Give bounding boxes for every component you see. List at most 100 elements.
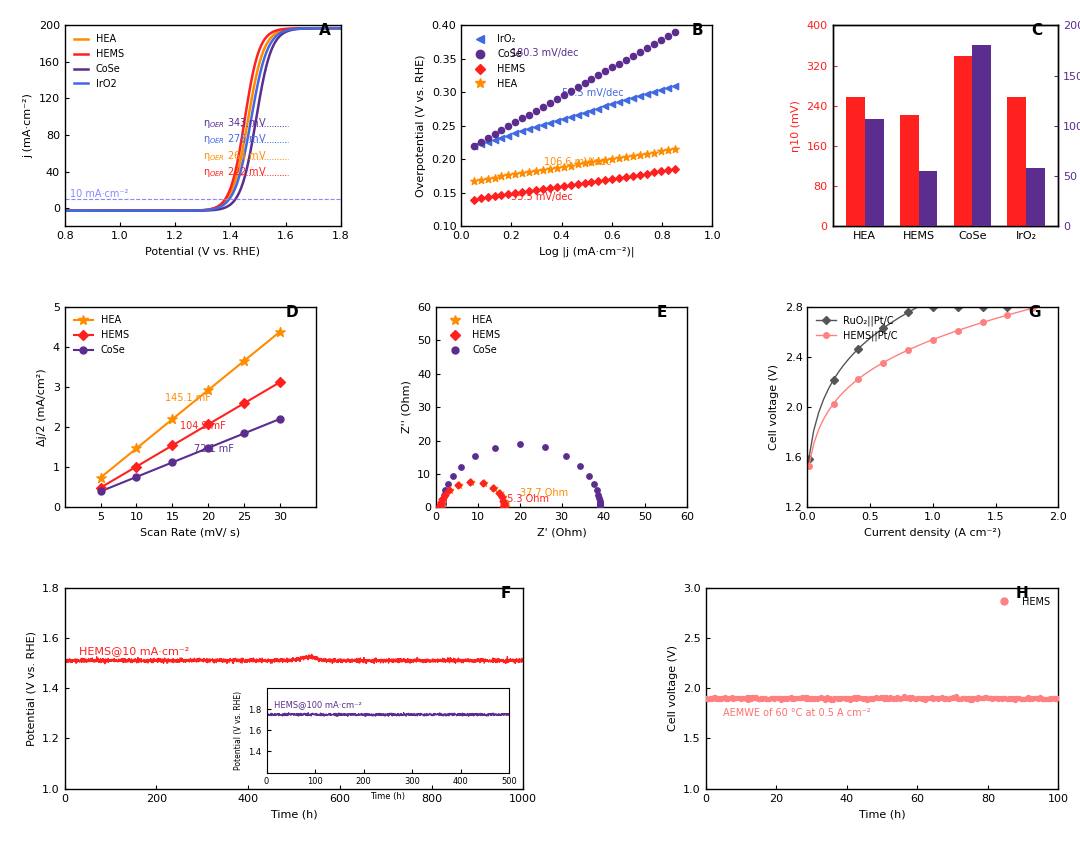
Point bbox=[496, 500, 513, 514]
Point bbox=[930, 692, 947, 706]
Point bbox=[789, 691, 807, 705]
Point bbox=[434, 497, 451, 510]
Point bbox=[433, 499, 450, 513]
HEMS||Pt/C bbox=[946, 327, 959, 338]
RuO₂||Pt/C bbox=[1045, 302, 1058, 312]
HEMS||Pt/C bbox=[881, 354, 894, 365]
Point bbox=[497, 500, 514, 514]
Point bbox=[549, 181, 566, 194]
Text: 55.5 mV/dec: 55.5 mV/dec bbox=[512, 192, 573, 202]
Point bbox=[496, 500, 513, 514]
Point bbox=[500, 120, 517, 133]
Point bbox=[200, 383, 217, 397]
X-axis label: Potential (V vs. RHE): Potential (V vs. RHE) bbox=[146, 247, 260, 257]
Point bbox=[772, 693, 789, 706]
Point bbox=[441, 483, 458, 496]
Text: B: B bbox=[692, 24, 704, 38]
Point bbox=[897, 691, 915, 705]
Text: 106.6 mV/dec: 106.6 mV/dec bbox=[544, 157, 611, 167]
Point bbox=[977, 690, 995, 704]
Point bbox=[725, 692, 742, 706]
RuO₂||Pt/C bbox=[812, 407, 825, 417]
Point bbox=[946, 691, 963, 705]
HEA bbox=[189, 205, 202, 215]
Point bbox=[786, 691, 804, 705]
Text: D: D bbox=[285, 304, 298, 320]
Point bbox=[919, 691, 936, 705]
Point bbox=[734, 692, 752, 706]
Point bbox=[1050, 691, 1067, 705]
Point bbox=[808, 692, 825, 706]
Point bbox=[754, 692, 771, 706]
Point bbox=[714, 691, 731, 705]
Point bbox=[921, 692, 939, 706]
Point bbox=[432, 500, 449, 514]
CoSe bbox=[189, 205, 202, 215]
HEMS||Pt/C bbox=[892, 349, 905, 360]
Point bbox=[818, 691, 835, 705]
Text: η$_{OER}$ 222 mV: η$_{OER}$ 222 mV bbox=[203, 165, 267, 179]
RuO₂||Pt/C bbox=[856, 339, 869, 349]
Point bbox=[867, 690, 885, 704]
Line: CoSe: CoSe bbox=[65, 28, 341, 211]
RuO₂||Pt/C bbox=[807, 426, 820, 436]
Point bbox=[815, 691, 833, 705]
RuO₂||Pt/C bbox=[976, 302, 989, 312]
RuO₂||Pt/C bbox=[1016, 302, 1029, 312]
Point bbox=[908, 691, 926, 705]
Point bbox=[475, 477, 492, 490]
Point bbox=[1037, 692, 1054, 706]
Point bbox=[853, 691, 870, 705]
Point bbox=[496, 500, 513, 514]
Point bbox=[432, 498, 449, 511]
Point bbox=[751, 692, 768, 706]
Point bbox=[757, 692, 774, 706]
HEMS||Pt/C bbox=[832, 393, 845, 403]
Point bbox=[583, 175, 600, 188]
Point bbox=[497, 499, 514, 513]
Point bbox=[592, 500, 609, 514]
Point bbox=[659, 81, 676, 95]
Point bbox=[863, 691, 880, 705]
Point bbox=[913, 692, 930, 706]
RuO₂||Pt/C bbox=[942, 302, 955, 312]
Point bbox=[796, 690, 813, 704]
RuO₂||Pt/C bbox=[981, 302, 994, 312]
Point bbox=[555, 88, 572, 102]
RuO₂||Pt/C bbox=[842, 354, 855, 365]
Point bbox=[433, 498, 450, 511]
Point bbox=[592, 500, 609, 514]
Point bbox=[507, 187, 524, 200]
Point bbox=[610, 96, 627, 109]
Point bbox=[527, 183, 544, 197]
Point bbox=[592, 500, 609, 514]
Point bbox=[434, 499, 451, 512]
Point bbox=[596, 173, 613, 187]
Point bbox=[592, 500, 609, 514]
Point bbox=[907, 693, 924, 706]
Point bbox=[854, 692, 872, 706]
Point bbox=[963, 693, 981, 706]
HEMS||Pt/C bbox=[996, 311, 1009, 321]
Point bbox=[592, 500, 609, 514]
Point bbox=[845, 691, 862, 705]
Point bbox=[434, 492, 451, 505]
Point bbox=[549, 92, 566, 106]
Y-axis label: Potential (V vs. RHE): Potential (V vs. RHE) bbox=[27, 631, 37, 745]
Point bbox=[576, 106, 593, 120]
Point bbox=[969, 692, 986, 706]
RuO₂||Pt/C bbox=[1001, 302, 1014, 312]
Point bbox=[585, 477, 603, 490]
RuO₂||Pt/C bbox=[1036, 302, 1049, 312]
Point bbox=[1039, 692, 1056, 706]
Point bbox=[555, 160, 572, 174]
Point bbox=[805, 691, 822, 705]
HEMS||Pt/C bbox=[1011, 307, 1024, 317]
Point bbox=[821, 692, 838, 706]
Point bbox=[746, 691, 764, 705]
Point bbox=[916, 691, 933, 705]
Point bbox=[888, 690, 905, 704]
Point bbox=[596, 64, 613, 78]
Point bbox=[723, 690, 740, 704]
IrO2 bbox=[284, 25, 297, 35]
